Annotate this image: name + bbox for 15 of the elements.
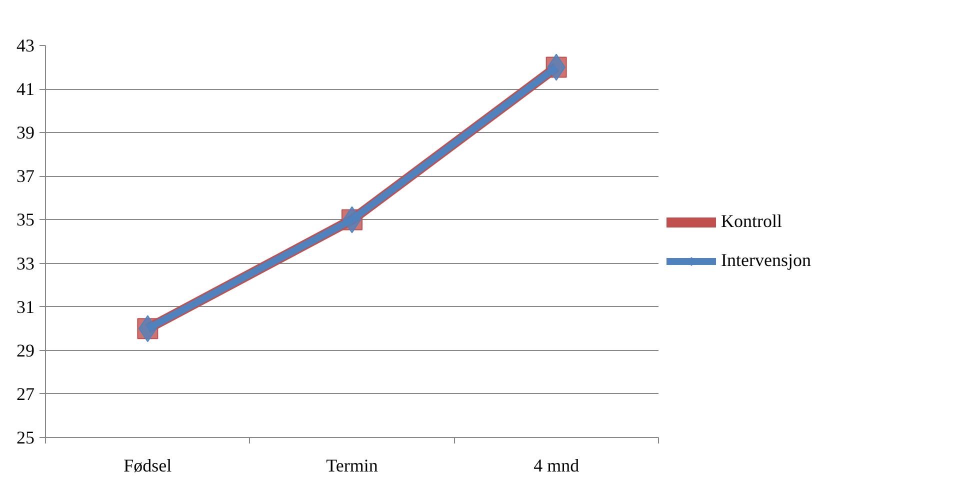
y-tick-label: 41 [16,79,34,100]
x-tick-label: Termin [326,456,378,476]
y-tick-label: 35 [16,210,34,230]
y-tick-label: 31 [16,296,34,317]
y-tick-label: 39 [16,122,34,143]
y-tick-label: 29 [16,340,34,360]
legend-label: Intervensjon [721,250,811,271]
legend-label: Kontroll [721,211,782,232]
y-tick-label: 25 [16,428,34,448]
x-tick-label: 4 mnd [534,456,580,476]
y-tick-label: 43 [16,36,34,56]
y-tick-label: 37 [16,166,34,186]
y-tick-label: 27 [16,384,34,404]
y-tick-label: 33 [16,253,34,274]
x-tick-label: Fødsel [124,456,172,476]
